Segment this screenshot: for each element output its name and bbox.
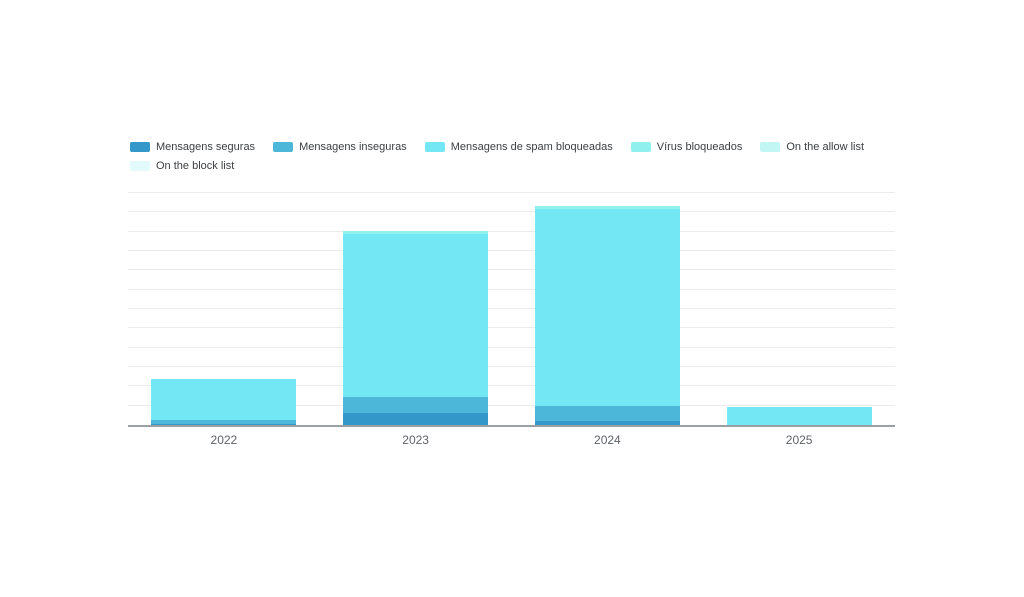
gridline bbox=[128, 385, 895, 387]
legend-item-label: Mensagens inseguras bbox=[299, 141, 407, 153]
x-tick-label: 2025 bbox=[785, 433, 813, 447]
x-axis-line bbox=[128, 425, 895, 427]
bar-segment[interactable] bbox=[534, 406, 680, 422]
gridline bbox=[128, 366, 895, 367]
x-tick-label: 2022 bbox=[210, 433, 238, 447]
gridline bbox=[128, 404, 895, 406]
legend-swatch-icon bbox=[630, 142, 651, 152]
legend-item-label: Vírus bloqueados bbox=[656, 141, 743, 153]
gridline bbox=[128, 211, 895, 213]
gridline bbox=[128, 346, 895, 348]
legend-item-label: On the allow list bbox=[786, 141, 865, 153]
gridline bbox=[128, 288, 895, 290]
legend-swatch-icon bbox=[130, 161, 150, 171]
gridline bbox=[128, 230, 895, 232]
legend-item-6[interactable]: On the block list bbox=[130, 160, 234, 172]
bar-segment[interactable] bbox=[151, 420, 297, 425]
legend-swatch-icon bbox=[273, 142, 294, 152]
legend-swatch-icon bbox=[424, 142, 445, 152]
bar-segment[interactable] bbox=[534, 421, 680, 425]
gridline bbox=[128, 327, 895, 329]
bar-segment[interactable] bbox=[343, 413, 489, 425]
bar-segment[interactable] bbox=[151, 378, 297, 421]
bar-segment[interactable] bbox=[534, 205, 680, 209]
legend-swatch-icon bbox=[760, 142, 781, 152]
gridline bbox=[128, 250, 895, 251]
legend-item-4[interactable]: Vírus bloqueados bbox=[630, 141, 743, 153]
x-axis-labels: 2022 2023 2024 2025 bbox=[128, 433, 895, 447]
bar-segment[interactable] bbox=[534, 208, 680, 407]
plot-area bbox=[128, 192, 895, 427]
bar-segment[interactable] bbox=[151, 424, 297, 425]
gridline bbox=[128, 269, 895, 271]
bar-segment[interactable] bbox=[726, 407, 872, 425]
legend-item-2[interactable]: Mensagens inseguras bbox=[273, 141, 407, 153]
gridline bbox=[128, 308, 895, 309]
legend-item-5[interactable]: On the allow list bbox=[760, 141, 864, 153]
legend-item-label: Mensagens de spam bloqueadas bbox=[450, 141, 613, 153]
bar-segment[interactable] bbox=[343, 396, 489, 414]
bar-segment[interactable] bbox=[343, 230, 489, 234]
bar-segment[interactable] bbox=[343, 233, 489, 397]
legend-item-label: Mensagens seguras bbox=[156, 141, 256, 153]
chart-legend: Mensagens seguras Mensagens inseguras Mens… bbox=[130, 141, 875, 172]
legend-item-3[interactable]: Mensagens de spam bloqueadas bbox=[424, 141, 613, 153]
x-tick-label: 2023 bbox=[402, 433, 429, 447]
x-tick-label: 2024 bbox=[594, 433, 621, 447]
gridline bbox=[128, 192, 895, 193]
legend-swatch-icon bbox=[130, 142, 150, 152]
legend-item-1[interactable]: Mensagens seguras bbox=[130, 141, 255, 153]
legend-item-label: On the block list bbox=[156, 160, 235, 172]
